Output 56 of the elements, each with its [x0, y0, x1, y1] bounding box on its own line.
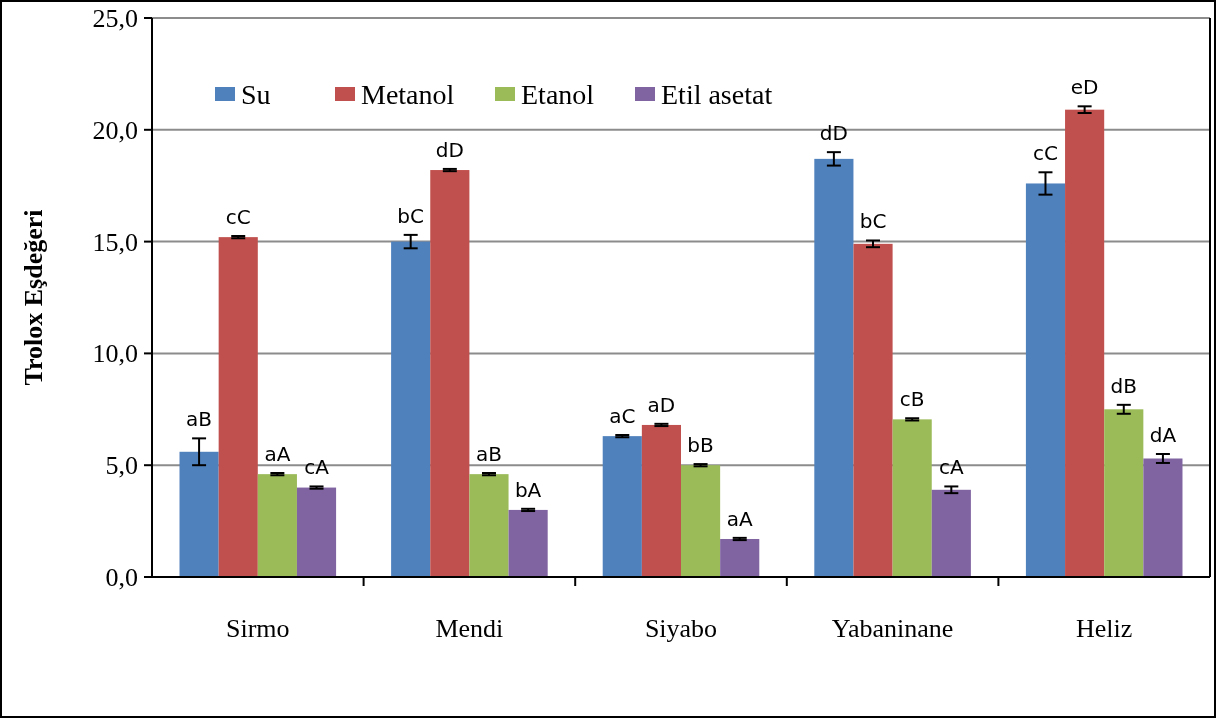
y-tick-label: 5,0: [105, 451, 138, 481]
data-label: dD: [435, 137, 464, 162]
data-label: bC: [397, 203, 425, 228]
bar: [892, 419, 932, 577]
bar: [1143, 458, 1183, 577]
data-label: dD: [819, 121, 848, 146]
legend-label: Etanol: [521, 79, 595, 110]
x-tick-label: Siyabo: [644, 614, 718, 643]
x-tick-label: Yabaninane: [831, 614, 954, 643]
legend-label: Metanol: [361, 79, 455, 110]
data-label: aB: [186, 407, 213, 432]
bar: [508, 509, 548, 577]
bar: [257, 474, 297, 577]
bar: [469, 474, 509, 577]
x-tick-label: Heliz: [1076, 614, 1133, 643]
bar: [931, 489, 971, 577]
data-label: eD: [1070, 75, 1099, 100]
data-label: dA: [1149, 423, 1177, 448]
y-axis-title: Trolox Eşdeğeri: [19, 209, 48, 386]
data-label: bC: [859, 209, 887, 234]
x-tick-label: Mendi: [435, 614, 504, 643]
y-tick-label: 15,0: [92, 227, 138, 257]
data-label: cA: [304, 455, 330, 480]
bar: [641, 424, 681, 577]
data-label: bB: [687, 433, 714, 458]
data-label: bA: [514, 477, 542, 502]
bar: [602, 436, 642, 577]
bar: [853, 243, 893, 577]
data-label: cB: [899, 387, 925, 412]
bar: [1025, 183, 1066, 577]
legend-label: Su: [241, 79, 271, 110]
y-tick-label: 25,0: [92, 4, 138, 33]
bar: [179, 451, 219, 577]
bar: [681, 465, 721, 577]
legend-label: Etil asetat: [661, 79, 773, 110]
data-label: aA: [264, 442, 291, 467]
y-tick-label: 10,0: [92, 339, 138, 369]
data-label: aD: [647, 392, 676, 417]
y-tick-label: 0,0: [105, 563, 138, 592]
bar: [391, 241, 431, 577]
data-label: cC: [225, 205, 251, 230]
bar: [1104, 409, 1144, 577]
y-tick-label: 20,0: [92, 115, 138, 145]
data-label: cA: [938, 455, 964, 480]
bar: [814, 158, 854, 577]
bar: [1065, 109, 1105, 577]
bar: [720, 538, 760, 577]
data-label: aA: [726, 506, 754, 531]
data-label: aC: [609, 404, 636, 429]
bar: [430, 170, 470, 577]
data-label: aB: [475, 442, 502, 467]
x-tick-label: Sirmo: [226, 614, 290, 643]
bar: [218, 237, 258, 577]
bar: [296, 487, 337, 577]
data-label: dB: [1110, 373, 1137, 398]
data-label: cC: [1033, 141, 1058, 166]
